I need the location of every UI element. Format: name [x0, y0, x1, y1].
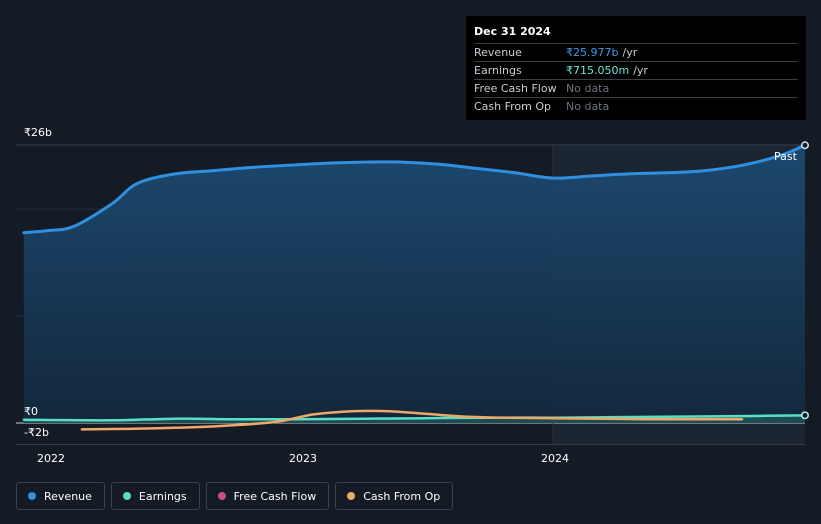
- x-tick-2022: 2022: [37, 452, 65, 465]
- legend-dot-icon: [217, 492, 226, 500]
- legend-item-free-cash-flow[interactable]: Free Cash Flow: [205, 482, 330, 510]
- y-tick-bottom: -₹2b: [24, 426, 49, 439]
- tooltip-label: Earnings: [474, 64, 522, 77]
- tooltip-unit: /yr: [633, 64, 648, 77]
- legend-label: Cash From Op: [363, 489, 441, 503]
- tooltip-value: ₹715.050m: [566, 64, 630, 77]
- y-tick-top: ₹26b: [24, 126, 52, 139]
- legend-label: Revenue: [44, 489, 92, 503]
- chart-area: ₹26b ₹0 -₹2b 2022 2023 2024 Past: [16, 126, 809, 465]
- x-tick-2024: 2024: [541, 452, 569, 465]
- tooltip-value: No data: [566, 82, 610, 95]
- x-tick-2023: 2023: [289, 452, 317, 465]
- earnings-line: [22, 414, 807, 422]
- legend-item-earnings[interactable]: Earnings: [110, 482, 200, 510]
- revenue-end-point[interactable]: [801, 141, 809, 150]
- revenue-area: [23, 145, 806, 423]
- revenue-line: [22, 143, 807, 235]
- tooltip-value: No data: [566, 100, 610, 113]
- past-label: Past: [774, 150, 798, 163]
- tooltip-date: Dec 31 2024: [474, 24, 798, 44]
- legend-item-revenue[interactable]: Revenue: [16, 482, 105, 510]
- legend-item-cash-from-op[interactable]: Cash From Op: [335, 482, 454, 510]
- tooltip-label: Cash From Op: [474, 100, 552, 113]
- earnings-end-point[interactable]: [801, 411, 809, 420]
- tooltip-unit: /yr: [622, 46, 638, 59]
- legend-dot-icon: [347, 492, 356, 500]
- tooltip-row-revenue: Revenue ₹25.977b /yr: [474, 44, 798, 62]
- cash-from-op-line: [80, 409, 744, 431]
- tooltip-row-earnings: Earnings ₹715.050m /yr: [474, 62, 798, 80]
- tooltip: Dec 31 2024 Revenue ₹25.977b /yr Earning…: [466, 16, 806, 120]
- legend-label: Earnings: [138, 489, 187, 503]
- legend-dot-icon: [28, 492, 36, 500]
- legend-label: Free Cash Flow: [233, 489, 317, 503]
- tooltip-label: Free Cash Flow: [474, 82, 557, 95]
- tooltip-row-cfo: Cash From Op No data: [474, 98, 798, 115]
- legend: Revenue Earnings Free Cash Flow Cash Fro…: [16, 482, 454, 510]
- tooltip-row-fcf: Free Cash Flow No data: [474, 80, 798, 98]
- legend-dot-icon: [122, 492, 131, 500]
- tooltip-label: Revenue: [474, 46, 522, 59]
- y-tick-zero: ₹0: [24, 405, 38, 418]
- tooltip-value: ₹25.977b: [566, 46, 619, 59]
